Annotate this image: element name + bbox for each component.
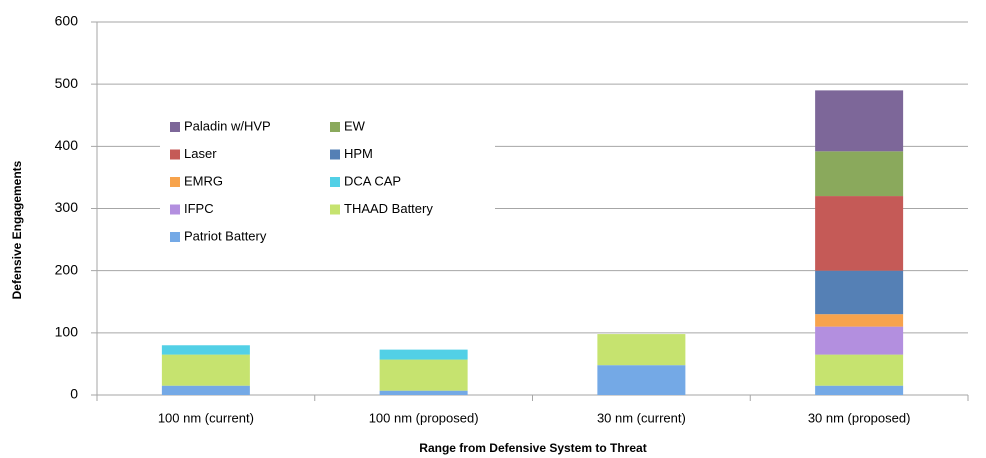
bar-segment [815,326,904,355]
bar-segment [815,151,904,197]
legend-label: EW [344,118,366,133]
bar-segment [815,196,904,271]
y-tick-label: 300 [55,199,79,215]
legend-label: Laser [184,146,217,161]
bar-segment [161,354,250,386]
bar-segment [597,365,686,395]
legend-label: Patriot Battery [184,228,267,243]
bar-segment [815,90,904,152]
bar-segment [597,334,686,366]
y-tick-label: 600 [55,13,79,29]
y-tick-label: 500 [55,75,79,91]
y-axis-title: Defensive Engagements [10,160,24,299]
legend-label: EMRG [184,173,223,188]
y-tick-label: 400 [55,137,79,153]
legend-swatch [170,122,180,132]
legend-label: HPM [344,146,373,161]
bar-segment [815,270,904,315]
bar-segment [815,385,904,395]
legend-label: IFPC [184,201,214,216]
bar-segment [815,354,904,386]
legend-swatch [330,149,340,160]
legend-label: DCA CAP [344,173,401,188]
x-tick-label: 30 nm (current) [597,410,686,425]
y-tick-label: 100 [55,324,79,340]
y-tick-label: 0 [70,386,78,402]
legend-label: Paladin w/HVP [184,118,271,133]
bar-segment [379,390,468,395]
bar-segment [815,314,904,327]
legend-swatch [330,177,340,187]
legend-swatch [170,232,180,242]
bar-segment [379,359,468,391]
bar-segment [379,349,468,360]
legend-swatch [330,122,340,132]
legend-swatch [170,149,180,160]
legend-swatch [170,177,180,187]
y-tick-label: 200 [55,261,79,277]
x-tick-label: 100 nm (proposed) [369,410,479,425]
bar-segment [161,385,250,395]
legend-box [160,112,495,254]
legend-swatch [170,204,180,215]
legend-label: THAAD Battery [344,201,433,216]
bar-segment [161,345,250,355]
legend-swatch [330,204,340,215]
x-tick-label: 100 nm (current) [158,410,254,425]
x-axis-title: Range from Defensive System to Threat [419,441,646,455]
x-tick-label: 30 nm (proposed) [808,410,911,425]
